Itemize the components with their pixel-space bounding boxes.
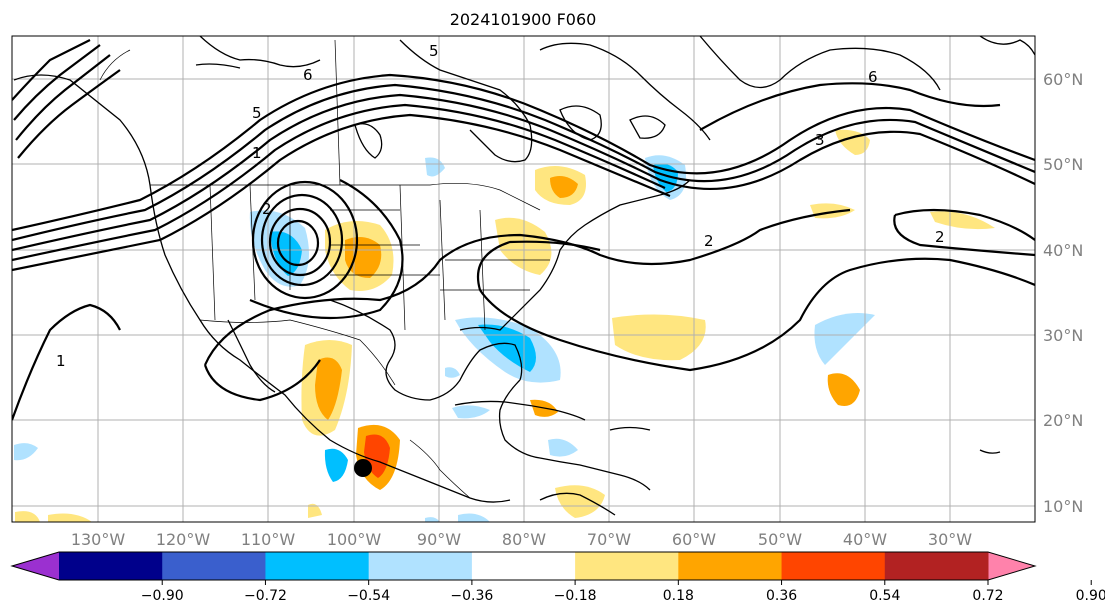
colorbar-cell — [265, 552, 370, 580]
positive-anomaly-south-edge — [48, 513, 92, 522]
negative-anomaly-caribbean — [548, 438, 578, 457]
colorbar-cell — [678, 552, 783, 580]
contour-label: 5 — [429, 42, 439, 60]
negative-anomaly-south — [425, 517, 440, 522]
longitude-labels: 130°W 120°W 110°W 100°W 90°W 80°W 70°W 6… — [71, 530, 972, 549]
negative-anomaly-west-edge — [14, 443, 38, 461]
colorbar-extend-high — [988, 552, 1035, 580]
colorbar-tick-label: 0.72 — [972, 588, 1003, 604]
lon-label: 80°W — [502, 530, 546, 549]
colorbar-cell — [884, 552, 989, 580]
lon-label: 50°W — [758, 530, 802, 549]
positive-anomaly-quebec-core — [550, 176, 578, 198]
negative-anomaly-pacific-mexico — [324, 448, 348, 482]
lon-label: 110°W — [241, 530, 296, 549]
contour-label: 3 — [815, 131, 825, 149]
latitude-labels: 60°N 50°N 40°N 30°N 20°N 10°N — [1043, 70, 1083, 516]
positive-anomaly-mexico-core — [315, 357, 342, 420]
contour-label: 1 — [252, 144, 262, 162]
negative-anomaly-gulf — [452, 405, 490, 419]
lat-label: 20°N — [1043, 411, 1083, 430]
contour-label: 2 — [262, 200, 272, 218]
contour-labels: 6 5 1 2 6 3 2 2 1 5 — [56, 42, 945, 370]
contour-label: 5 — [252, 104, 262, 122]
lon-label: 70°W — [587, 530, 631, 549]
colorbar-tick-label: 0.54 — [869, 588, 900, 604]
contour-label: 6 — [868, 68, 878, 86]
contour-label: 1 — [56, 352, 66, 370]
colorbar-cell — [162, 552, 266, 580]
colorbar-cell — [575, 552, 679, 580]
lat-label: 10°N — [1043, 497, 1083, 516]
colorbar-cell — [471, 552, 576, 580]
positive-anomaly-sw-edge — [15, 511, 40, 522]
lon-label: 90°W — [417, 530, 461, 549]
colorbar-tick-label: 0.90 — [1076, 588, 1105, 604]
colorbar-cell — [59, 552, 163, 580]
negative-anomaly-canada — [425, 157, 445, 177]
graticule — [12, 36, 1035, 522]
lat-label: 60°N — [1043, 70, 1083, 89]
positive-anomaly-east-coast — [495, 217, 552, 275]
negative-anomaly-florida-core — [478, 324, 536, 372]
colorbar-tick-label: −0.72 — [244, 588, 287, 604]
colorbar-cell — [368, 552, 473, 580]
lon-label: 30°W — [928, 530, 972, 549]
map-title: 2024101900 F060 — [449, 10, 597, 29]
contour-label: 6 — [303, 66, 313, 84]
lon-label: 100°W — [327, 530, 382, 549]
colorbar-tick-label: −0.18 — [554, 588, 597, 604]
positive-anomaly-subtropics — [827, 373, 860, 406]
lat-label: 50°N — [1043, 155, 1083, 174]
lon-label: 120°W — [156, 530, 211, 549]
positive-anomaly-atlantic — [612, 314, 706, 361]
negative-anomaly-south-2 — [458, 513, 490, 522]
lon-label: 60°W — [672, 530, 716, 549]
colorbar-tick-label: 0.36 — [766, 588, 797, 604]
contour-label: 2 — [935, 228, 945, 246]
contour-label: 2 — [704, 232, 714, 250]
colorbar-tick-label: 0.18 — [663, 588, 694, 604]
colorbar-extend-low — [12, 552, 59, 580]
positive-anomaly-small — [308, 503, 322, 518]
coastlines — [13, 36, 1035, 516]
map-frame — [11, 35, 1036, 523]
colorbar-cell — [781, 552, 886, 580]
lon-label: 40°W — [843, 530, 887, 549]
lat-label: 30°N — [1043, 326, 1083, 345]
storm-center-marker — [354, 459, 372, 477]
negative-anomaly-atlantic — [814, 312, 875, 365]
lon-label: 130°W — [71, 530, 126, 549]
colorbar: −0.90 −0.72 −0.54 −0.36 −0.18 0.18 0.36 0.54 0.7… — [10, 551, 1105, 604]
colorbar-tick-label: −0.90 — [141, 588, 184, 604]
colorbar-tick-label: −0.54 — [347, 588, 390, 604]
positive-anomaly-atlantic-3 — [930, 211, 995, 230]
height-contours — [12, 39, 1035, 421]
colorbar-tick-label: −0.36 — [450, 588, 493, 604]
lat-label: 40°N — [1043, 241, 1083, 260]
negative-anomaly-small — [445, 367, 460, 378]
colorbar-outline — [10, 551, 1037, 581]
